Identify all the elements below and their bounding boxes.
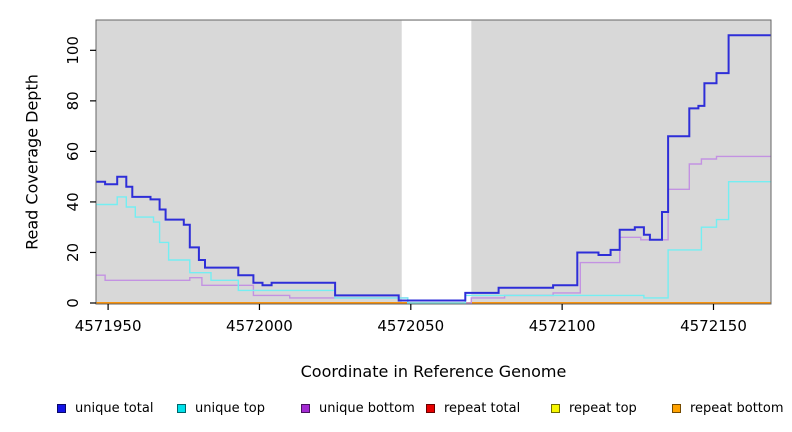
svg-text:4572100: 4572100 <box>529 317 596 335</box>
svg-text:4572000: 4572000 <box>226 317 293 335</box>
legend-item-unique-top: unique top <box>177 400 265 416</box>
svg-text:4571950: 4571950 <box>75 317 142 335</box>
legend-label: repeat bottom <box>690 400 784 416</box>
legend-label: unique total <box>75 400 154 416</box>
legend: unique total unique top unique bottom re… <box>0 400 792 418</box>
x-axis-title: Coordinate in Reference Genome <box>300 362 567 381</box>
svg-text:40: 40 <box>64 192 82 211</box>
legend-swatch-unique-total <box>57 403 66 413</box>
coverage-plot: 0 20 40 60 80 100 4571950 4572000 4572050 4572100… <box>64 19 772 335</box>
legend-item-repeat-top: repeat top <box>551 400 637 416</box>
y-axis-title: Read Coverage Depth <box>22 74 42 250</box>
legend-item-unique-bottom: unique bottom <box>301 400 415 416</box>
svg-text:4572050: 4572050 <box>377 317 444 335</box>
legend-label: repeat total <box>444 400 521 416</box>
legend-swatch-unique-bottom <box>301 403 310 413</box>
legend-label: repeat top <box>569 400 637 416</box>
legend-label: unique top <box>195 400 266 416</box>
svg-text:100: 100 <box>64 36 82 65</box>
legend-item-unique-total: unique total <box>57 400 153 416</box>
legend-item-repeat-total: repeat total <box>426 400 520 416</box>
legend-swatch-repeat-top <box>551 403 560 413</box>
svg-text:4572150: 4572150 <box>680 317 747 335</box>
svg-text:0: 0 <box>64 298 82 308</box>
legend-swatch-unique-top <box>177 403 186 413</box>
legend-label: unique bottom <box>319 400 415 416</box>
legend-swatch-repeat-bottom <box>672 403 681 413</box>
svg-text:60: 60 <box>64 142 82 161</box>
svg-text:80: 80 <box>64 91 82 110</box>
legend-swatch-repeat-total <box>426 403 435 413</box>
legend-item-repeat-bottom: repeat bottom <box>672 400 784 416</box>
svg-text:20: 20 <box>64 243 82 262</box>
